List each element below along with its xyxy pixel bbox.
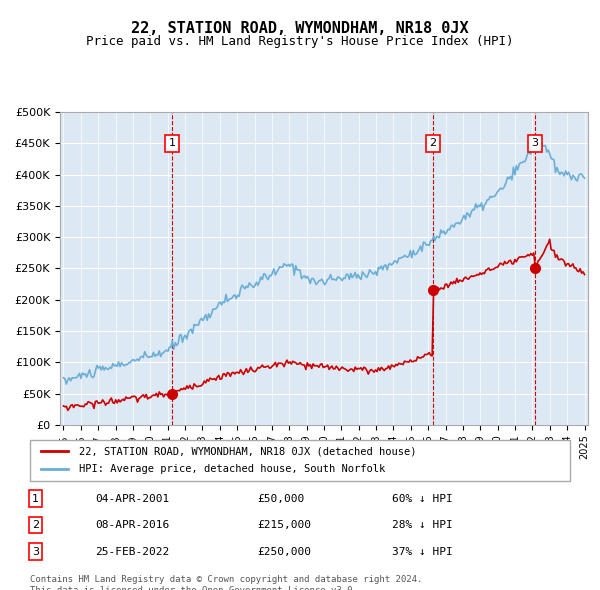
Text: 2: 2	[32, 520, 39, 530]
Text: Contains HM Land Registry data © Crown copyright and database right 2024.
This d: Contains HM Land Registry data © Crown c…	[30, 575, 422, 590]
Text: 3: 3	[32, 546, 39, 556]
Text: £50,000: £50,000	[257, 494, 304, 504]
Text: 28% ↓ HPI: 28% ↓ HPI	[392, 520, 452, 530]
Text: 04-APR-2001: 04-APR-2001	[95, 494, 169, 504]
Text: £215,000: £215,000	[257, 520, 311, 530]
Text: HPI: Average price, detached house, South Norfolk: HPI: Average price, detached house, Sout…	[79, 464, 385, 474]
FancyBboxPatch shape	[30, 440, 570, 481]
Text: 1: 1	[32, 494, 39, 504]
Text: £250,000: £250,000	[257, 546, 311, 556]
Text: 2: 2	[430, 139, 436, 148]
Text: Price paid vs. HM Land Registry's House Price Index (HPI): Price paid vs. HM Land Registry's House …	[86, 35, 514, 48]
Text: 3: 3	[532, 139, 539, 148]
Text: 60% ↓ HPI: 60% ↓ HPI	[392, 494, 452, 504]
Text: 08-APR-2016: 08-APR-2016	[95, 520, 169, 530]
Text: 25-FEB-2022: 25-FEB-2022	[95, 546, 169, 556]
Text: 22, STATION ROAD, WYMONDHAM, NR18 0JX: 22, STATION ROAD, WYMONDHAM, NR18 0JX	[131, 21, 469, 35]
Text: 22, STATION ROAD, WYMONDHAM, NR18 0JX (detached house): 22, STATION ROAD, WYMONDHAM, NR18 0JX (d…	[79, 446, 416, 456]
Text: 37% ↓ HPI: 37% ↓ HPI	[392, 546, 452, 556]
Text: 1: 1	[169, 139, 176, 148]
